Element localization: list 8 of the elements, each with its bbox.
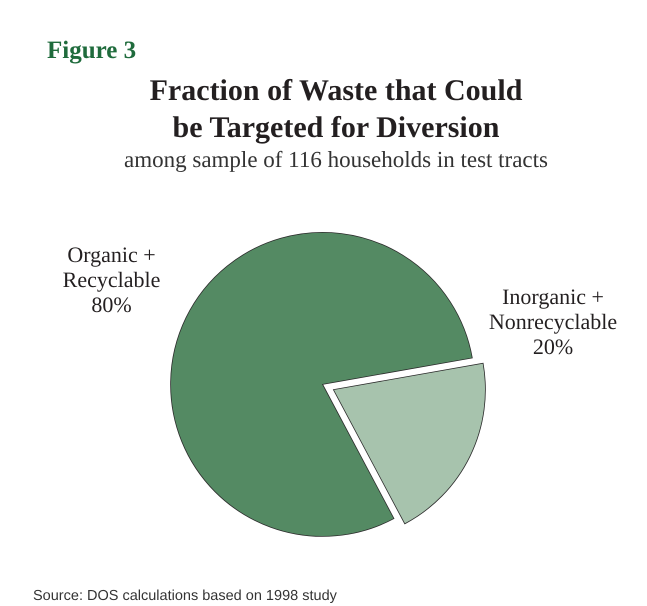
- source-note: Source: DOS calculations based on 1998 study: [33, 588, 338, 604]
- chart-title: Fraction of Waste that Could be Targeted for Diversion: [150, 74, 523, 144]
- data-label: 80%: [91, 292, 132, 317]
- slice-label: Inorganic + Nonrecyclable: [488, 284, 618, 334]
- caption: Figure 3: [47, 37, 136, 64]
- slice-label: Organic + Recyclable: [62, 242, 160, 292]
- chart-subtitle: among sample of 116 households in test tracts: [124, 147, 548, 172]
- data-label: 20%: [532, 334, 574, 359]
